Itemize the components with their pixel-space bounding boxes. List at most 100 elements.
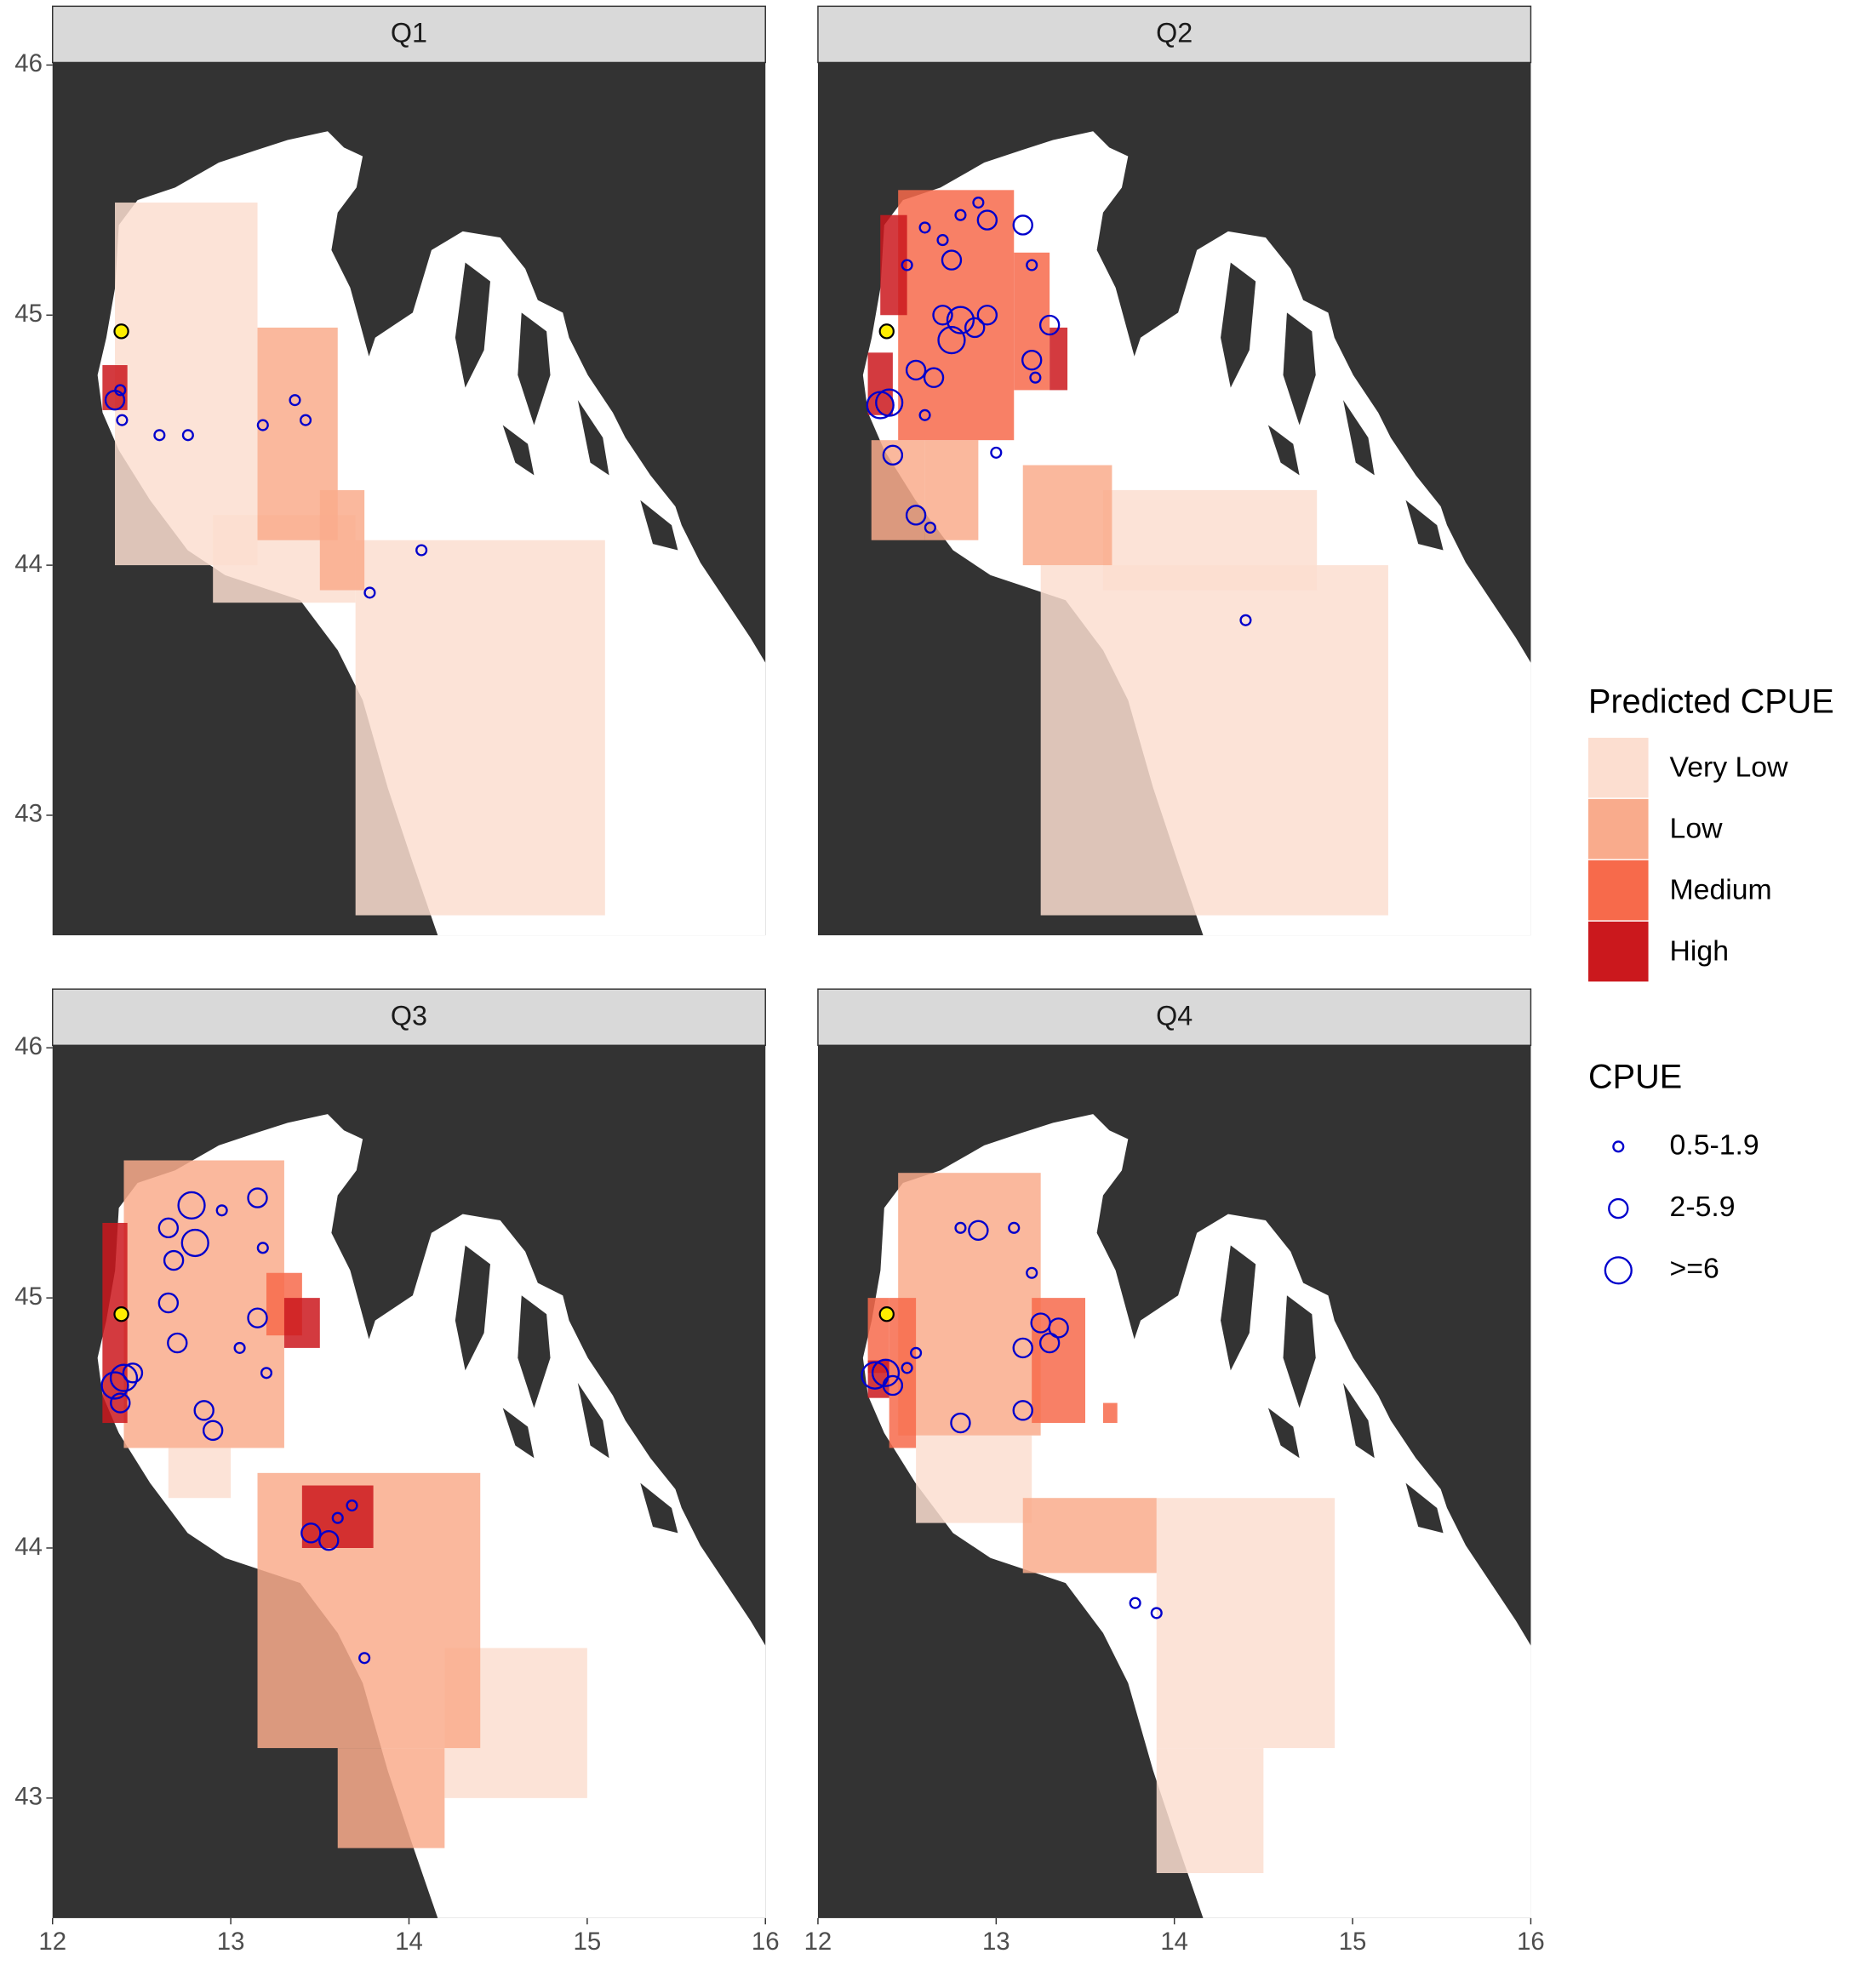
site-marker: [113, 323, 129, 340]
cpue-point: [177, 1191, 206, 1220]
cpue-point: [153, 429, 166, 442]
cpue-point: [215, 1204, 228, 1217]
cpue-point: [202, 1419, 224, 1442]
cpue-point: [289, 394, 301, 407]
cpue-cell: [1102, 1402, 1118, 1424]
cpue-cell: [319, 489, 365, 591]
island: [502, 425, 535, 476]
cpue-point: [180, 1228, 209, 1258]
cpue-point: [976, 209, 998, 231]
cpue-cell: [924, 440, 979, 540]
island: [502, 1408, 535, 1459]
cpue-point: [972, 196, 985, 209]
island: [1283, 312, 1316, 426]
cpue-point: [871, 1358, 901, 1387]
cpue-point: [1029, 371, 1042, 384]
cpue-point: [1038, 1332, 1061, 1354]
cpue-point: [1012, 1400, 1033, 1421]
cpue-point: [157, 1292, 180, 1314]
cpue-point: [247, 1307, 268, 1328]
cpue-point: [110, 1392, 131, 1414]
size-legend-label: 2-5.9: [1670, 1191, 1736, 1223]
cpue-cell: [871, 440, 925, 540]
island: [1343, 1383, 1375, 1459]
cpue-cell: [283, 1298, 320, 1348]
cpue-point: [964, 317, 986, 339]
size-legend-label: 0.5-1.9: [1670, 1128, 1759, 1161]
fill-legend-key: [1588, 737, 1649, 798]
site-marker: [113, 1306, 129, 1322]
strip: [817, 988, 1532, 1047]
cpue-cell: [889, 1298, 917, 1448]
cpue-point: [363, 586, 376, 599]
size-legend-key: [1612, 1140, 1625, 1153]
cpue-point: [300, 1522, 322, 1544]
size-legend-key: [1608, 1197, 1629, 1220]
panel-title: Q4: [1156, 1001, 1193, 1031]
cpue-point: [901, 259, 913, 271]
cpue-point: [1150, 1607, 1163, 1619]
cpue-cell: [115, 203, 258, 566]
cpue-cell: [1156, 1748, 1264, 1874]
cpue-point: [193, 1400, 214, 1421]
cpue-point: [331, 1511, 344, 1524]
cpue-cell: [1050, 327, 1068, 391]
cpue-cell: [355, 540, 605, 916]
panel-title: Q3: [391, 1001, 427, 1031]
cpue-point: [918, 408, 931, 421]
cpue-cell: [168, 1448, 232, 1499]
cpue-point: [256, 1242, 269, 1254]
x-tick-label: 14: [395, 1928, 423, 1956]
panel-title: Q1: [391, 18, 427, 49]
fill-legend-label: Medium: [1670, 874, 1772, 906]
island: [1267, 1408, 1300, 1459]
x-tick-label: 13: [217, 1928, 245, 1956]
cpue-cell: [102, 1222, 128, 1424]
y-tick-label: 46: [14, 1032, 43, 1060]
cpue-point: [1008, 1221, 1021, 1234]
y-tick-label: 43: [14, 1783, 43, 1811]
island: [1221, 1245, 1256, 1371]
strip: [52, 988, 766, 1047]
cpue-point: [990, 446, 1003, 459]
cpue-cell: [1102, 489, 1318, 591]
cpue-cell: [1032, 1298, 1086, 1424]
cpue-point: [1048, 1317, 1069, 1339]
strip: [52, 5, 766, 64]
cpue-point: [346, 1499, 358, 1512]
cpue-point: [937, 326, 966, 355]
cpue-point: [954, 208, 967, 221]
cpue-point: [358, 1652, 371, 1665]
fill-legend-key: [1588, 921, 1649, 982]
island: [577, 1383, 609, 1459]
cpue-point: [167, 1332, 188, 1354]
cpue-cell: [1040, 565, 1388, 916]
panel-title: Q2: [1156, 18, 1193, 49]
cpue-point: [976, 305, 998, 326]
cpue-point: [968, 1220, 989, 1241]
cpue-cell: [898, 1173, 1041, 1436]
cpue-point: [181, 429, 194, 442]
cpue-cell: [898, 190, 1015, 441]
x-tick-label: 16: [1517, 1928, 1545, 1956]
island: [1405, 1482, 1444, 1534]
cpue-point: [923, 367, 945, 388]
x-tick-label: 14: [1160, 1928, 1188, 1956]
cpue-point: [936, 234, 949, 247]
cpue-point: [905, 359, 927, 381]
site-marker: [878, 1306, 895, 1322]
cpue-point: [875, 388, 904, 417]
cpue-cell: [916, 1435, 1032, 1523]
size-legend-title: CPUE: [1588, 1058, 1682, 1095]
island: [518, 312, 551, 426]
cpue-cell: [1014, 252, 1050, 391]
island: [1221, 262, 1256, 388]
cpue-point: [299, 414, 312, 426]
cpue-point: [163, 1249, 185, 1271]
x-tick-label: 12: [804, 1928, 832, 1956]
cpue-point: [157, 1217, 180, 1239]
cpue-point: [114, 384, 127, 397]
x-tick-label: 13: [982, 1928, 1010, 1956]
cpue-point: [1038, 314, 1061, 336]
